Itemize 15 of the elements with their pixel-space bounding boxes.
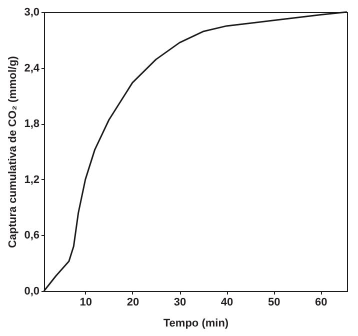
x-tick-label: 10	[80, 296, 92, 308]
y-tick-label: 2,4	[24, 62, 40, 74]
x-tick-label: 60	[315, 296, 328, 308]
line-series	[43, 11, 348, 292]
x-tick-label: 30	[174, 296, 186, 308]
x-tick-label: 50	[268, 296, 280, 308]
y-tick-label: 1,8	[24, 118, 40, 130]
y-tick-label: 1,2	[24, 174, 40, 186]
y-tick-label: 0,0	[24, 286, 40, 298]
y-axis-title: Captura cumulativa de CO₂ (mmol/g)	[7, 56, 20, 248]
x-tick-label: 40	[220, 296, 234, 308]
x-tick-label: 20	[126, 296, 140, 308]
x-axis-title: Tempo (min)	[163, 318, 229, 330]
y-tick-label: 3,0	[24, 6, 40, 18]
y-tick-label: 0,6	[24, 230, 40, 242]
